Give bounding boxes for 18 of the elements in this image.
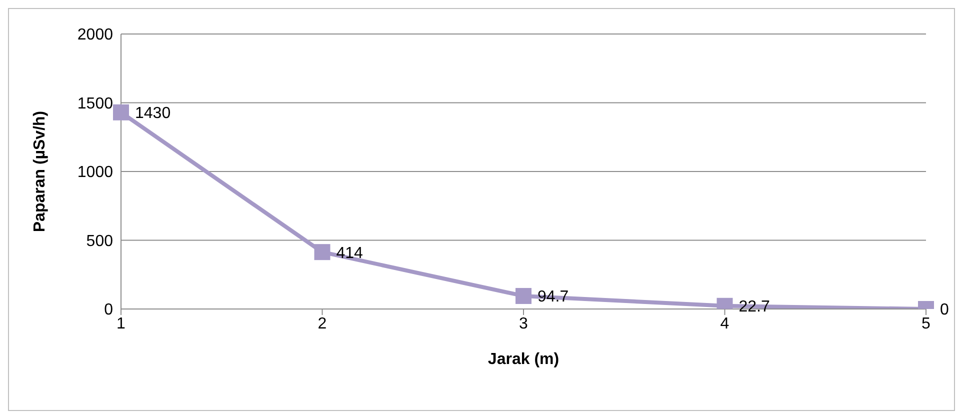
point xyxy=(113,104,129,120)
x-tick-label: 4 xyxy=(720,315,730,332)
x-tick-label: 5 xyxy=(922,315,931,332)
y-tick-label: 2000 xyxy=(77,26,114,44)
y-axis-title: Paparan (µSv/h) xyxy=(32,110,49,232)
data-label: 0 xyxy=(940,302,949,319)
x-tick-label: 3 xyxy=(519,315,528,332)
y-tick-label: 1500 xyxy=(77,95,114,112)
y-tick-label: 500 xyxy=(86,232,114,250)
x-tick-label: 1 xyxy=(116,315,126,332)
data-label: 94.7 xyxy=(538,288,569,306)
y-tick-label: 1000 xyxy=(77,164,114,182)
y-tick-label: 0 xyxy=(104,302,114,319)
data-label: 1430 xyxy=(135,105,171,122)
x-axis-title: Jarak (m) xyxy=(488,351,560,368)
data-label: 414 xyxy=(336,244,364,262)
data-label: 22.7 xyxy=(738,298,770,316)
x-tick-label: 2 xyxy=(318,315,327,332)
